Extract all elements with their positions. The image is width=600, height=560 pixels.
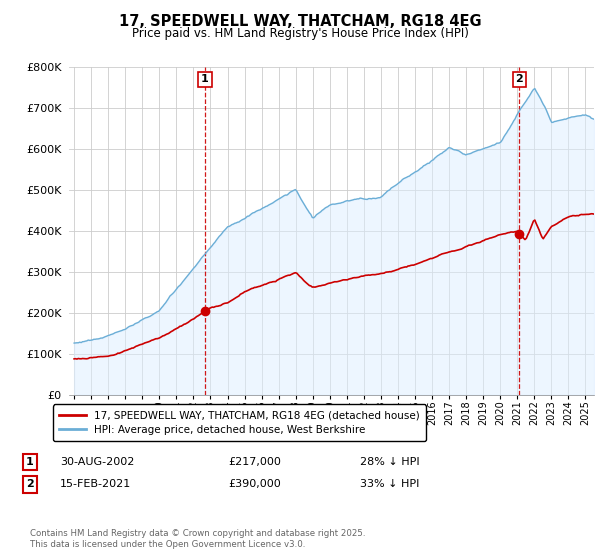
- Text: £217,000: £217,000: [228, 457, 281, 467]
- Text: 2: 2: [26, 479, 34, 489]
- Text: £390,000: £390,000: [228, 479, 281, 489]
- Legend: 17, SPEEDWELL WAY, THATCHAM, RG18 4EG (detached house), HPI: Average price, deta: 17, SPEEDWELL WAY, THATCHAM, RG18 4EG (d…: [53, 404, 426, 441]
- Text: 1: 1: [201, 74, 209, 85]
- Text: Price paid vs. HM Land Registry's House Price Index (HPI): Price paid vs. HM Land Registry's House …: [131, 27, 469, 40]
- Text: 15-FEB-2021: 15-FEB-2021: [60, 479, 131, 489]
- Text: 28% ↓ HPI: 28% ↓ HPI: [360, 457, 419, 467]
- Text: 2: 2: [515, 74, 523, 85]
- Text: 30-AUG-2002: 30-AUG-2002: [60, 457, 134, 467]
- Text: Contains HM Land Registry data © Crown copyright and database right 2025.
This d: Contains HM Land Registry data © Crown c…: [30, 529, 365, 549]
- Text: 33% ↓ HPI: 33% ↓ HPI: [360, 479, 419, 489]
- Text: 1: 1: [26, 457, 34, 467]
- Text: 17, SPEEDWELL WAY, THATCHAM, RG18 4EG: 17, SPEEDWELL WAY, THATCHAM, RG18 4EG: [119, 14, 481, 29]
